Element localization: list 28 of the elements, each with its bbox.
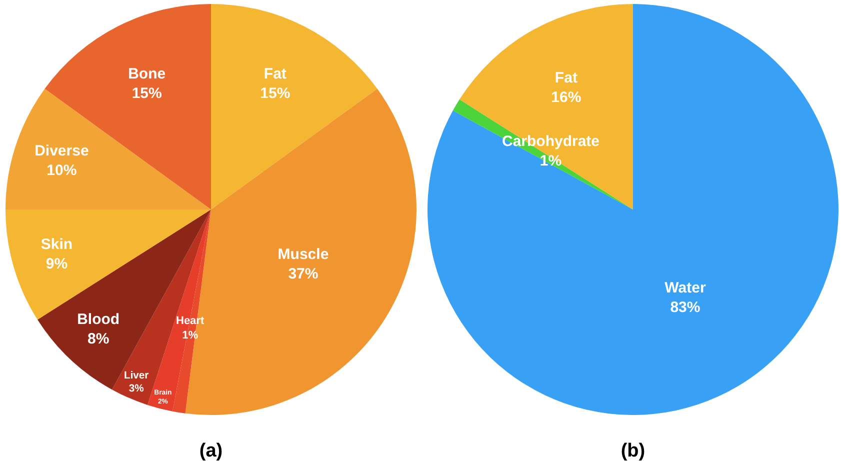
slice-label: Blood bbox=[77, 311, 120, 328]
data-label: 83% bbox=[670, 299, 700, 316]
data-label: 37% bbox=[288, 265, 318, 282]
slice-label: Heart bbox=[176, 315, 204, 327]
text: (b) bbox=[620, 440, 646, 461]
data-label: 16% bbox=[551, 89, 582, 106]
pie-slice bbox=[459, 4, 633, 210]
data-label: 15% bbox=[132, 84, 162, 102]
slice-label: Liver bbox=[124, 370, 149, 382]
data-label: 3% bbox=[128, 384, 144, 395]
slice-label: Diverse bbox=[34, 142, 89, 160]
pie-slice bbox=[147, 210, 211, 412]
slice-label: Fat bbox=[554, 70, 578, 87]
pie-slice bbox=[6, 88, 211, 210]
slice-label: Skin bbox=[40, 236, 73, 254]
pie-slice bbox=[428, 4, 838, 415]
slice-label: Bone bbox=[128, 65, 166, 82]
pie-slice bbox=[211, 4, 378, 210]
data-label: 10% bbox=[46, 162, 77, 180]
data-label: 9% bbox=[46, 256, 68, 273]
slice-label: Water bbox=[664, 280, 706, 297]
data-label: 8% bbox=[88, 330, 110, 348]
slice-label: Fat bbox=[264, 65, 286, 82]
data-label: 1% bbox=[182, 329, 198, 342]
slice-label: Muscle bbox=[278, 246, 329, 263]
text: (a) bbox=[199, 440, 223, 461]
pie-slice bbox=[37, 210, 211, 390]
data-label: 15% bbox=[260, 84, 290, 102]
